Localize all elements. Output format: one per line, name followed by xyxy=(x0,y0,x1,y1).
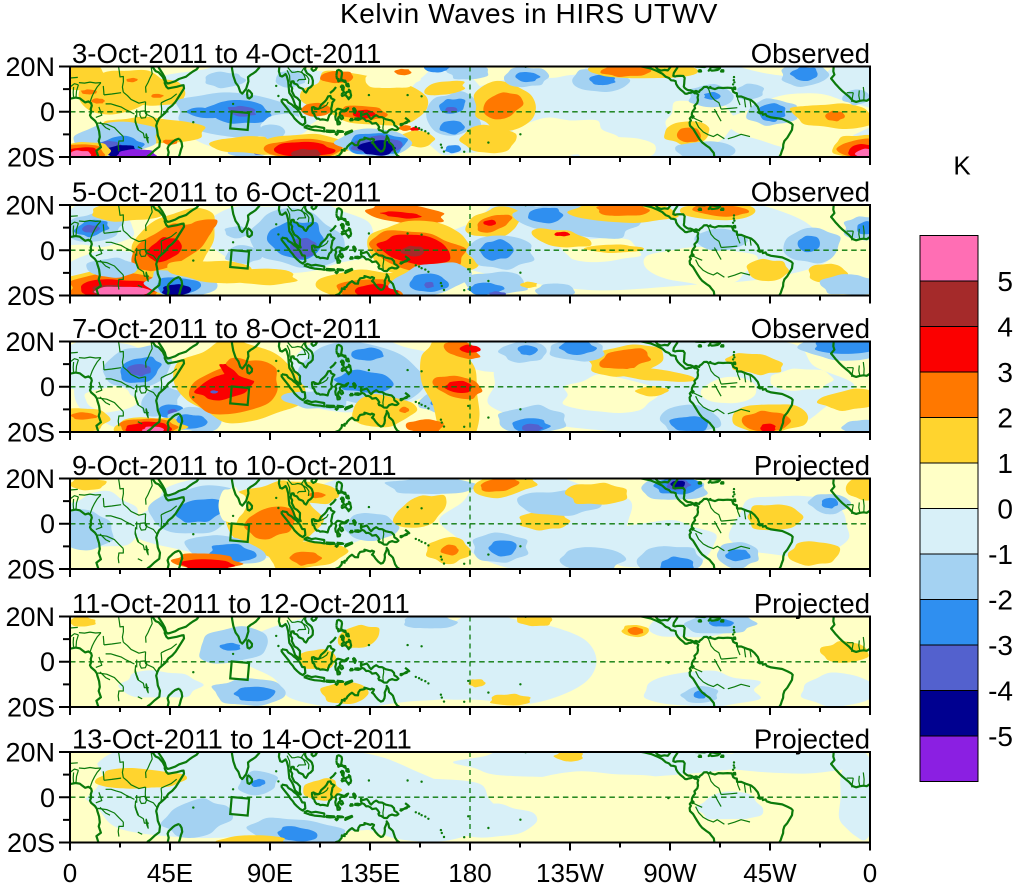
svg-text:Observed: Observed xyxy=(751,313,870,344)
svg-text:5-Oct-2011 to 6-Oct-2011: 5-Oct-2011 to 6-Oct-2011 xyxy=(72,177,381,208)
svg-text:0: 0 xyxy=(40,236,55,266)
svg-text:7-Oct-2011 to 8-Oct-2011: 7-Oct-2011 to 8-Oct-2011 xyxy=(72,313,381,344)
svg-text:-5: -5 xyxy=(988,721,1013,752)
svg-text:90W: 90W xyxy=(643,858,697,887)
svg-text:1: 1 xyxy=(997,448,1013,479)
svg-text:9-Oct-2011 to 10-Oct-2011: 9-Oct-2011 to 10-Oct-2011 xyxy=(72,450,397,481)
svg-text:Observed: Observed xyxy=(751,177,870,208)
svg-text:11-Oct-2011 to 12-Oct-2011: 11-Oct-2011 to 12-Oct-2011 xyxy=(72,588,410,619)
svg-text:0: 0 xyxy=(863,858,877,887)
svg-text:0: 0 xyxy=(40,783,55,813)
svg-text:20S: 20S xyxy=(7,418,55,448)
svg-text:20S: 20S xyxy=(7,281,55,311)
svg-text:135E: 135E xyxy=(340,858,401,887)
svg-text:Observed: Observed xyxy=(751,38,870,69)
svg-text:0: 0 xyxy=(40,647,55,677)
svg-text:Kelvin Waves in HIRS UTWV: Kelvin Waves in HIRS UTWV xyxy=(340,0,718,29)
svg-text:20N: 20N xyxy=(5,191,55,221)
svg-text:20S: 20S xyxy=(7,828,55,858)
svg-text:20N: 20N xyxy=(5,464,55,494)
svg-text:45E: 45E xyxy=(147,858,193,887)
svg-text:0: 0 xyxy=(40,509,55,539)
svg-text:20N: 20N xyxy=(5,52,55,82)
svg-text:K: K xyxy=(953,151,971,181)
svg-text:0: 0 xyxy=(997,494,1013,525)
svg-text:2: 2 xyxy=(997,403,1013,434)
svg-text:135W: 135W xyxy=(536,858,604,887)
svg-text:90E: 90E xyxy=(247,858,293,887)
svg-text:20N: 20N xyxy=(5,602,55,632)
svg-text:3: 3 xyxy=(997,357,1013,388)
svg-text:180: 180 xyxy=(448,858,491,887)
svg-text:0: 0 xyxy=(40,97,55,127)
svg-text:-3: -3 xyxy=(988,630,1013,661)
svg-text:20N: 20N xyxy=(5,738,55,768)
svg-text:4: 4 xyxy=(997,312,1013,343)
svg-text:20S: 20S xyxy=(7,143,55,173)
svg-text:20S: 20S xyxy=(7,555,55,585)
svg-text:3-Oct-2011 to 4-Oct-2011: 3-Oct-2011 to 4-Oct-2011 xyxy=(72,38,381,69)
svg-text:0: 0 xyxy=(63,858,77,887)
svg-text:45W: 45W xyxy=(743,858,797,887)
svg-text:-4: -4 xyxy=(988,676,1013,707)
svg-text:5: 5 xyxy=(997,266,1013,297)
svg-text:13-Oct-2011 to 14-Oct-2011: 13-Oct-2011 to 14-Oct-2011 xyxy=(72,724,412,755)
svg-text:Projected: Projected xyxy=(754,450,870,481)
svg-text:20S: 20S xyxy=(7,693,55,723)
svg-text:0: 0 xyxy=(40,372,55,402)
svg-text:-2: -2 xyxy=(988,585,1013,616)
svg-text:Projected: Projected xyxy=(754,588,870,619)
svg-text:20N: 20N xyxy=(5,327,55,357)
svg-text:-1: -1 xyxy=(988,539,1013,570)
svg-text:Projected: Projected xyxy=(754,724,870,755)
